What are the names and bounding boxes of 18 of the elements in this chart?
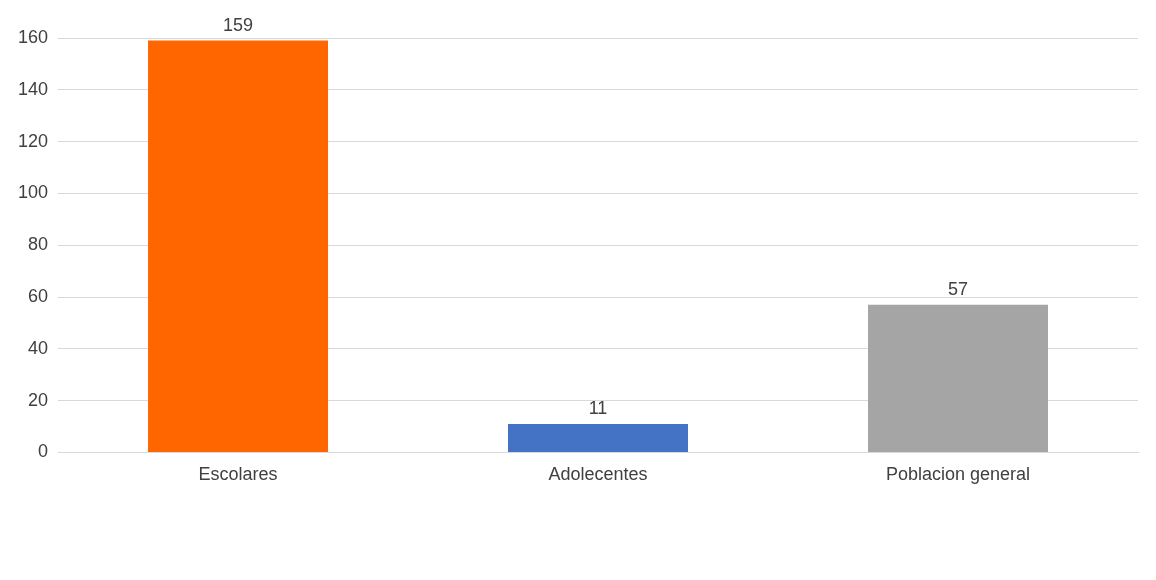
y-tick-label: 140 [17, 78, 49, 99]
y-tick-label: 120 [17, 130, 49, 151]
bar [508, 423, 689, 452]
y-tick-label: 60 [28, 285, 49, 306]
bar [148, 40, 329, 452]
y-tick-label: 160 [17, 26, 49, 47]
y-tick-label: 80 [28, 234, 49, 255]
y-tick-label: 20 [28, 389, 49, 410]
y-tick-label: 0 [38, 441, 49, 462]
data-label: 57 [947, 278, 969, 299]
x-tick-label: Poblacion general [885, 464, 1031, 485]
bar [868, 304, 1048, 452]
y-tick-label: 100 [17, 182, 49, 203]
x-tick-label: Escolares [198, 464, 278, 485]
y-tick-label: 40 [28, 337, 49, 358]
data-label: 11 [588, 397, 608, 418]
x-tick-label: Adolecentes [548, 464, 648, 485]
data-label: 159 [223, 14, 254, 35]
